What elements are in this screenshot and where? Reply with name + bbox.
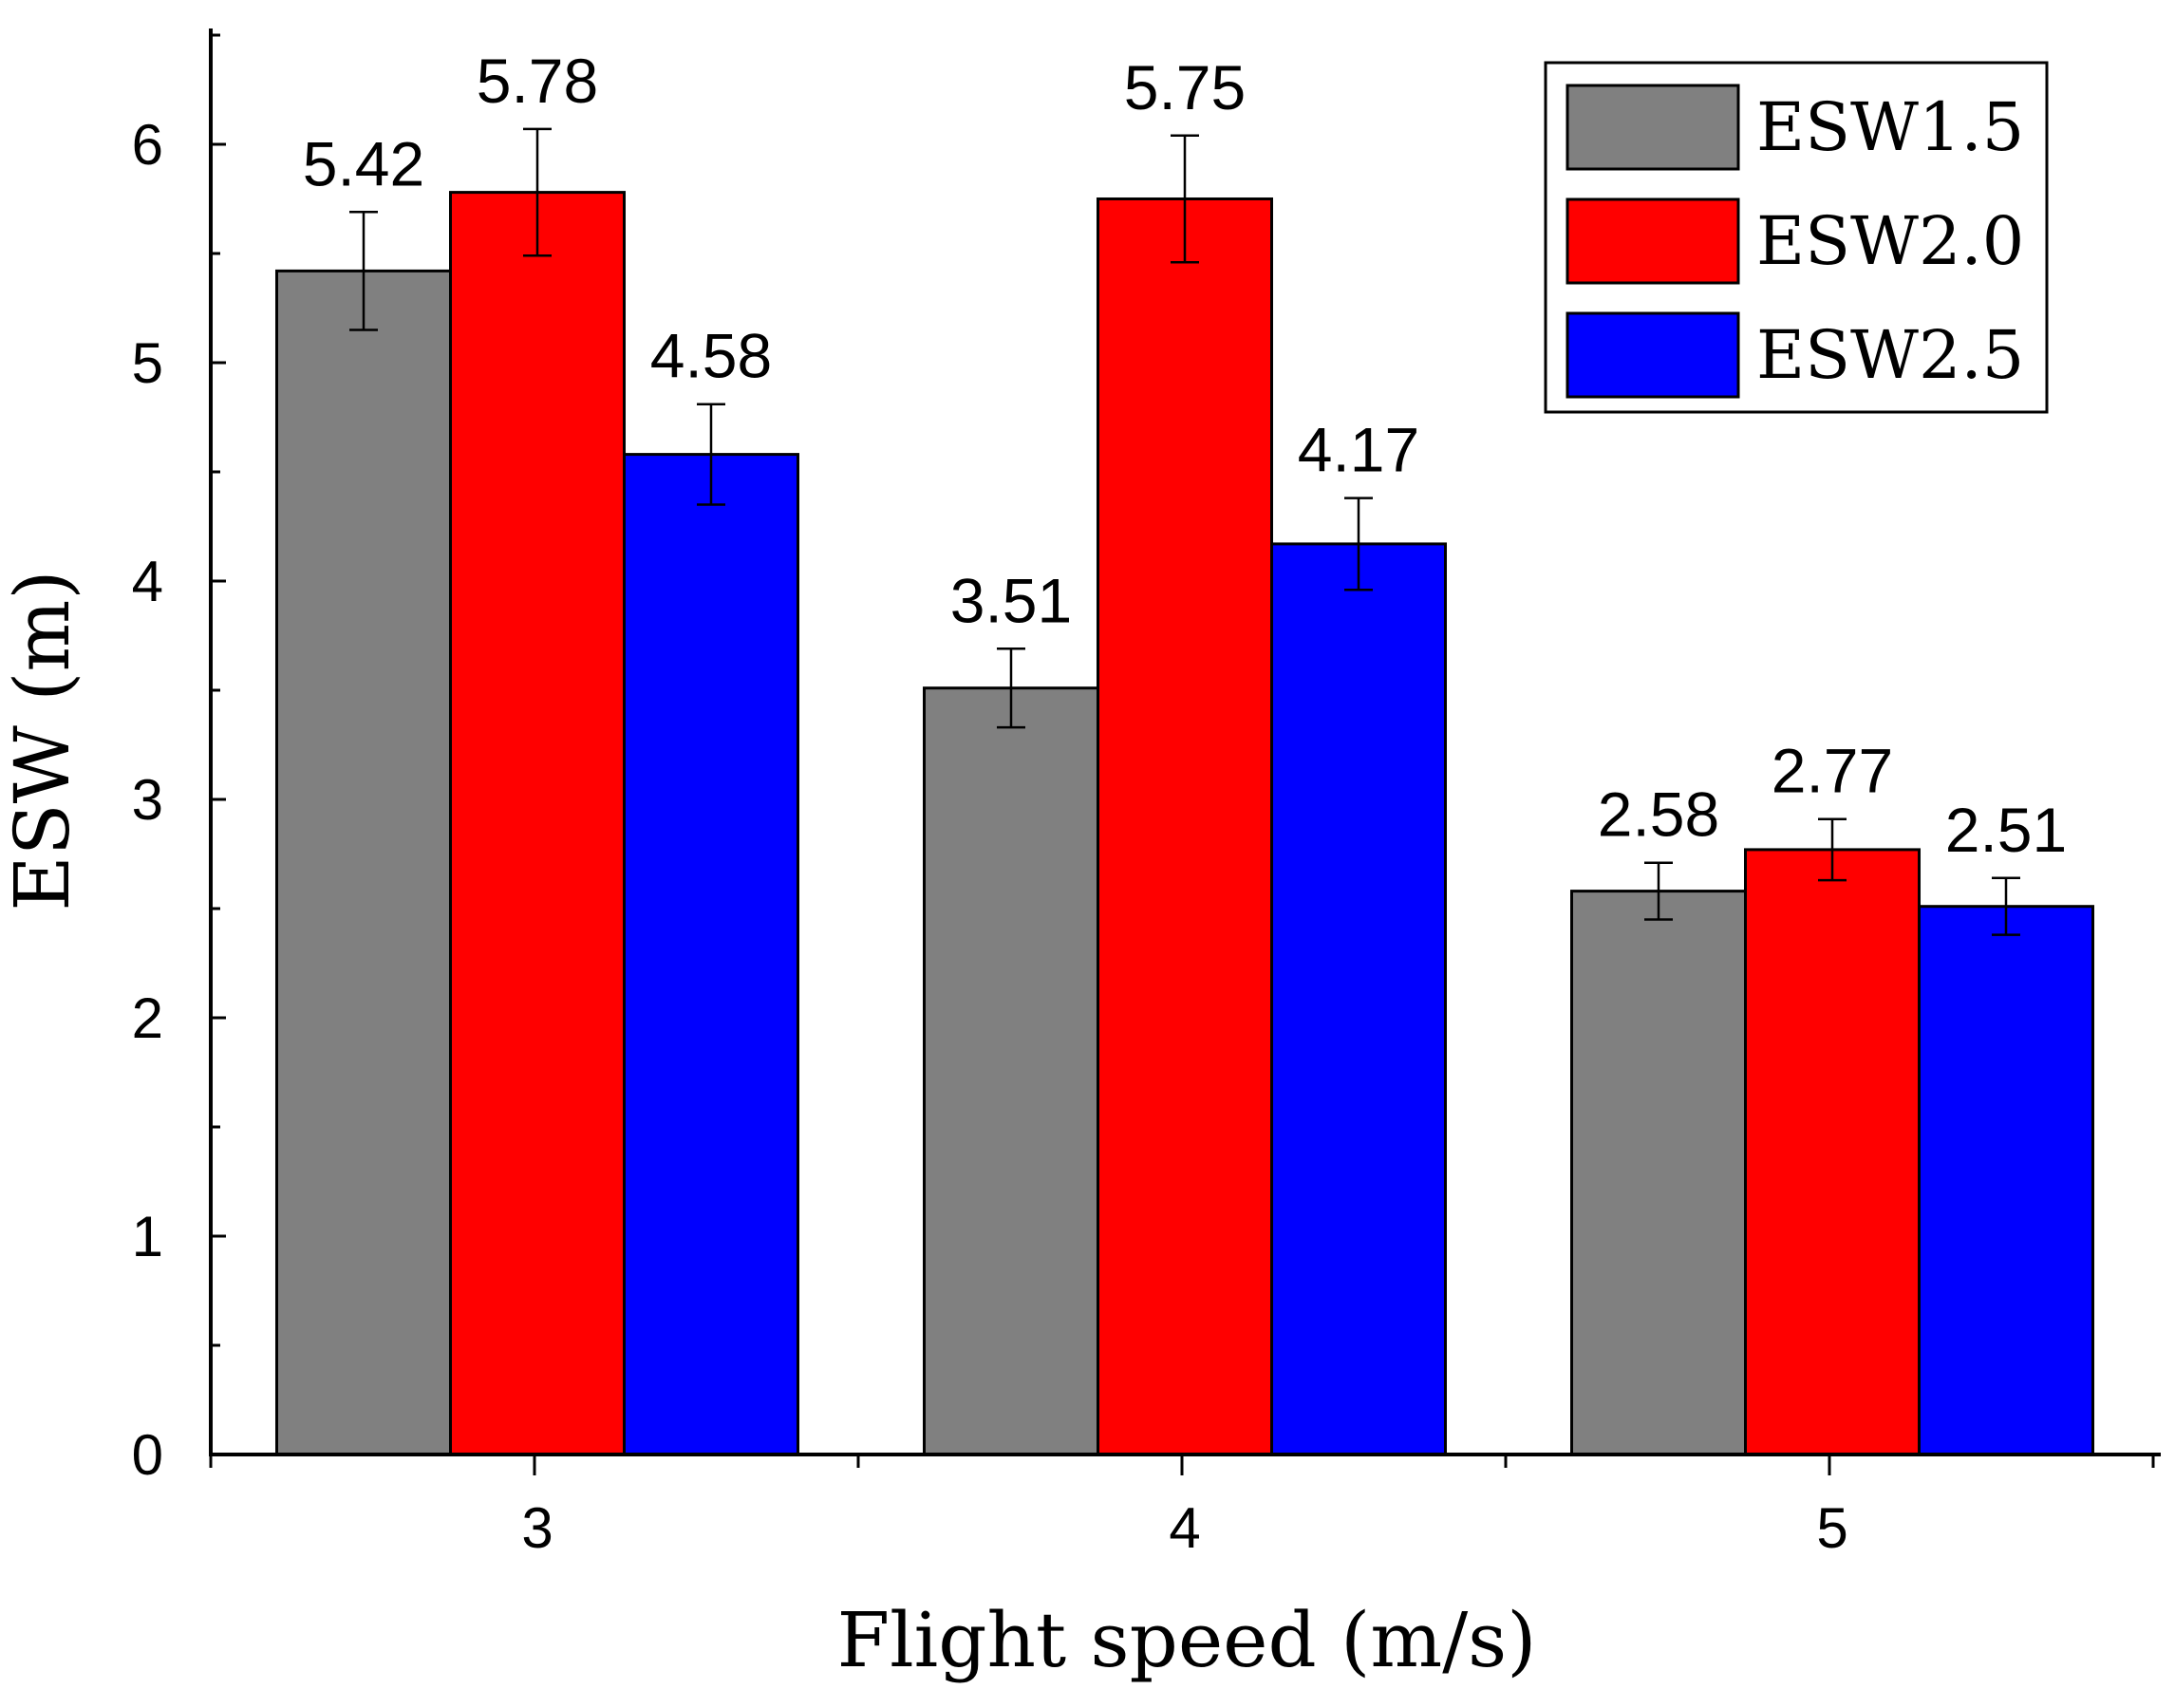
y-tick-label: 3 — [132, 768, 163, 832]
y-tick-label: 5 — [132, 331, 163, 395]
error-bar — [1344, 497, 1373, 591]
bar — [1570, 890, 1747, 1456]
data-label: 2.51 — [1945, 795, 2067, 865]
bar — [1918, 905, 2094, 1456]
bar — [1744, 848, 1921, 1456]
bar — [923, 686, 1099, 1456]
bars-layer — [275, 127, 2094, 1456]
legend-swatch — [1566, 197, 1740, 285]
data-label: 4.58 — [650, 321, 772, 391]
y-tick-label: 4 — [132, 550, 163, 613]
error-bar — [1171, 134, 1199, 264]
data-label: 5.78 — [477, 46, 598, 116]
legend-label: ESW2.0 — [1756, 202, 2024, 280]
error-bar — [697, 403, 725, 506]
x-tick-label: 4 — [1169, 1496, 1200, 1560]
error-bar — [1818, 817, 1847, 882]
y-tick-label: 6 — [132, 113, 163, 177]
x-tick-label: 3 — [521, 1496, 553, 1560]
ticks-layer: 0 1 2 3 4 5 6 3 4 5 — [132, 33, 2155, 1560]
legend-swatch — [1566, 84, 1740, 171]
bar — [275, 269, 452, 1456]
y-tick-label: 0 — [132, 1423, 163, 1487]
data-label: 5.42 — [303, 128, 424, 198]
data-label: 2.77 — [1772, 736, 1893, 806]
error-bar — [523, 127, 552, 257]
x-tick-label: 5 — [1816, 1496, 1847, 1560]
data-label: 2.58 — [1598, 779, 1719, 850]
legend: ESW1.5 ESW2.0 ESW2.5 — [1544, 61, 2049, 414]
y-tick-label: 1 — [132, 1205, 163, 1268]
error-bar — [1992, 876, 2020, 936]
bar — [1270, 542, 1447, 1456]
bar — [623, 453, 799, 1456]
legend-label: ESW2.5 — [1756, 316, 2024, 394]
data-label: 3.51 — [950, 565, 1072, 635]
legend-swatch — [1566, 311, 1740, 399]
legend-label: ESW1.5 — [1756, 88, 2024, 166]
x-axis-title: Flight speed (m/s) — [837, 1596, 1537, 1684]
data-label: 4.17 — [1298, 415, 1419, 485]
bar — [449, 191, 626, 1456]
data-label: 5.75 — [1124, 52, 1246, 122]
error-bar — [349, 211, 378, 331]
error-bar — [1644, 861, 1673, 921]
y-tick-label: 2 — [132, 986, 163, 1050]
labels-layer: 5.42 3.51 2.58 5.78 5.75 2.77 4.58 4.17 2.51 — [303, 46, 2067, 865]
y-axis-title: ESW (m) — [0, 570, 86, 910]
error-bar — [997, 648, 1025, 729]
bar — [1097, 197, 1273, 1456]
